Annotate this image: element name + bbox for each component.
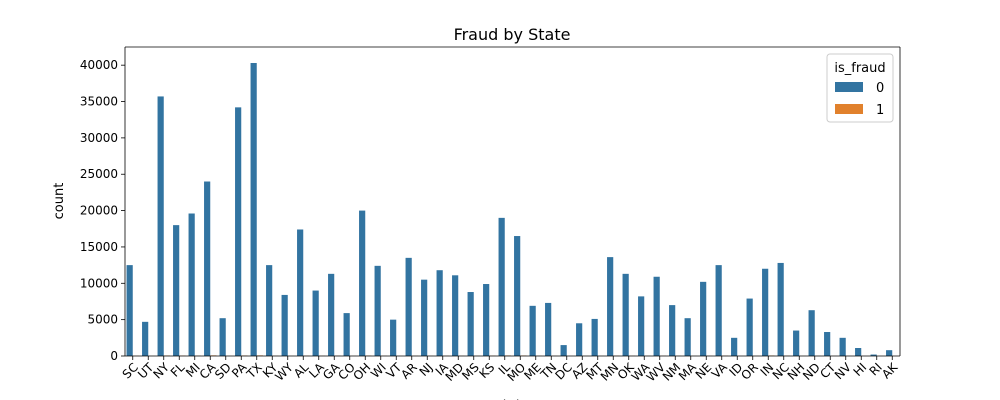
- bar-IA-0: [436, 270, 443, 356]
- bar-NJ-0: [421, 279, 428, 356]
- bar-WA-0: [638, 296, 645, 356]
- bar-MT-0: [591, 318, 598, 356]
- bar-NC-0: [777, 262, 784, 356]
- bar-LA-0: [312, 290, 319, 356]
- bar-AK-0: [886, 350, 893, 356]
- bar-FL-0: [173, 225, 180, 356]
- bar-VT-0: [390, 319, 397, 356]
- y-tick-label: 25000: [80, 167, 118, 181]
- bar-AR-0: [405, 257, 412, 356]
- bar-CO-0: [343, 313, 350, 356]
- y-tick-label: 15000: [80, 240, 118, 254]
- legend-swatch-0: [835, 82, 863, 92]
- legend: is_fraud 0 1: [826, 53, 894, 123]
- bar-MO-0: [514, 236, 521, 356]
- bar-TN-0: [545, 302, 552, 356]
- bar-CA-0: [204, 181, 211, 356]
- bar-HI-0: [855, 348, 862, 356]
- bar-ID-0: [731, 337, 738, 356]
- bar-DC-0: [560, 345, 567, 356]
- bar-AL-0: [297, 229, 304, 356]
- bar-TX-0: [250, 63, 257, 356]
- bar-SC-0: [126, 265, 133, 356]
- y-tick-label: 10000: [80, 276, 118, 290]
- bar-KY-0: [266, 265, 273, 356]
- y-tick-label: 5000: [87, 313, 118, 327]
- bar-OK-0: [622, 273, 629, 356]
- y-tick-label: 40000: [80, 58, 118, 72]
- bar-UT-0: [142, 321, 149, 356]
- y-tick-label: 30000: [80, 131, 118, 145]
- bar-NY-0: [157, 96, 164, 356]
- bar-OH-0: [359, 210, 366, 356]
- y-axis-label: count: [52, 183, 67, 220]
- bar-MI-0: [188, 213, 195, 356]
- bar-WI-0: [374, 265, 381, 356]
- bar-GA-0: [328, 273, 335, 356]
- x-tick-label-OR: OR: [738, 360, 760, 382]
- x-axis-label: state: [496, 398, 529, 400]
- bar-ME-0: [529, 305, 536, 356]
- legend-label-1: 1: [876, 103, 884, 118]
- bar-MD-0: [452, 275, 459, 356]
- bar-NH-0: [793, 330, 800, 356]
- x-tick-label-KS: KS: [477, 360, 498, 381]
- bar-IN-0: [762, 268, 769, 356]
- x-tick-label-AK: AK: [879, 359, 901, 381]
- bar-WV-0: [653, 276, 660, 356]
- x-tick-label-AR: AR: [398, 360, 420, 382]
- legend-swatch-1: [835, 104, 863, 114]
- bar-RI-0: [870, 354, 877, 356]
- bar-ND-0: [808, 310, 815, 356]
- chart-title: Fraud by State: [454, 25, 571, 44]
- legend-title: is_fraud: [834, 61, 885, 76]
- bar-PA-0: [235, 107, 242, 356]
- bar-MN-0: [607, 257, 614, 356]
- bar-NM-0: [669, 305, 676, 356]
- legend-label-0: 0: [876, 81, 884, 96]
- bar-AZ-0: [576, 323, 583, 356]
- bar-IL-0: [498, 217, 505, 356]
- y-tick-label: 35000: [80, 95, 118, 109]
- bar-SD-0: [219, 318, 226, 356]
- y-tick-label: 0: [110, 349, 118, 363]
- bar-NE-0: [700, 281, 707, 356]
- bar-NV-0: [839, 337, 846, 356]
- y-tick-label: 20000: [80, 204, 118, 218]
- bar-VA-0: [715, 265, 722, 356]
- bar-KS-0: [483, 284, 490, 356]
- plot-area: 0 5000 10000 15000 20000 25000 30000 35000 40000…: [80, 46, 901, 400]
- bar-MA-0: [684, 318, 691, 356]
- x-tick-label-NV: NV: [832, 360, 855, 383]
- bar-WY-0: [281, 294, 288, 356]
- bar-OR-0: [746, 298, 753, 356]
- bar-MS-0: [467, 292, 474, 356]
- bar-CT-0: [824, 332, 831, 356]
